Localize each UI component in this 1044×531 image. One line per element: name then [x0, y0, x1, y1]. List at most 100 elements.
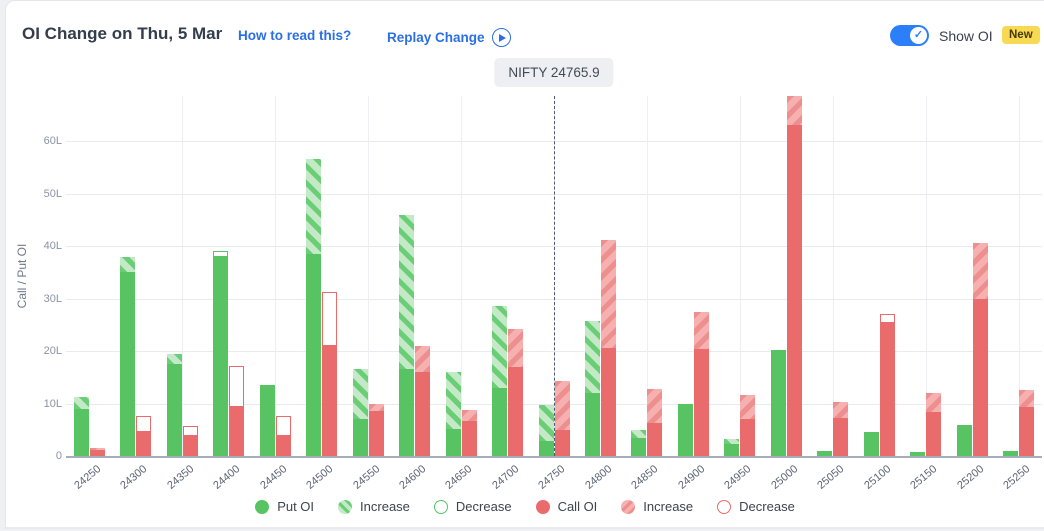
bar-put-oi-24350[interactable]	[166, 364, 182, 456]
bar-put-oi-24900[interactable]	[677, 403, 693, 456]
bar-call-oi-24600[interactable]	[415, 372, 431, 456]
bar-put-oi-25000[interactable]	[770, 349, 786, 456]
bar-call-oi-24900[interactable]	[693, 348, 709, 456]
bar-call-oi-24850[interactable]	[647, 422, 663, 456]
bar-call-decrease-24350[interactable]	[182, 426, 198, 437]
bar-put-increase-24950[interactable]	[724, 439, 740, 445]
bar-put-increase-24600[interactable]	[399, 214, 415, 370]
bar-call-oi-25000[interactable]	[786, 125, 802, 456]
y-tick-40L: 40L	[43, 240, 62, 252]
bar-put-increase-24350[interactable]	[166, 353, 182, 365]
bar-call-decrease-24500[interactable]	[322, 291, 338, 346]
show-oi-toggle[interactable]: ✓	[890, 25, 929, 46]
bar-call-increase-25050[interactable]	[833, 402, 849, 418]
bar-call-oi-24250[interactable]	[89, 450, 105, 456]
gridline-v-24350	[182, 96, 184, 456]
replay-change-label: Replay Change	[387, 30, 485, 45]
bar-put-increase-24850[interactable]	[631, 429, 647, 438]
chart-legend: Put OI Increase Decrease Call OI Increas…	[6, 499, 1044, 514]
bar-call-oi-25250[interactable]	[1019, 407, 1035, 456]
bar-call-increase-24900[interactable]	[693, 312, 709, 349]
bar-put-increase-24250[interactable]	[73, 396, 89, 409]
bar-call-decrease-24300[interactable]	[136, 416, 152, 432]
bar-call-oi-24950[interactable]	[740, 419, 756, 456]
bar-put-oi-24300[interactable]	[120, 272, 136, 456]
bar-call-oi-24700[interactable]	[508, 366, 524, 456]
bar-put-oi-24250[interactable]	[73, 408, 89, 456]
bar-call-decrease-24450[interactable]	[275, 416, 291, 437]
bar-put-oi-24650[interactable]	[445, 428, 461, 456]
bar-call-decrease-25100[interactable]	[879, 314, 895, 323]
bar-put-increase-24500[interactable]	[306, 159, 322, 254]
bar-put-oi-24500[interactable]	[306, 253, 322, 456]
bar-call-increase-25000[interactable]	[786, 96, 802, 126]
bar-call-oi-25200[interactable]	[972, 298, 988, 456]
x-tick-24700: 24700	[490, 463, 522, 492]
bar-put-increase-24750[interactable]	[538, 405, 554, 442]
x-tick-24300: 24300	[118, 463, 150, 492]
bar-put-oi-24750[interactable]	[538, 441, 554, 456]
bar-call-oi-24350[interactable]	[182, 436, 198, 456]
bar-call-oi-24550[interactable]	[368, 411, 384, 456]
bar-call-increase-25250[interactable]	[1019, 390, 1035, 408]
bar-call-increase-24700[interactable]	[508, 328, 524, 367]
bar-put-oi-25050[interactable]	[817, 450, 833, 456]
bar-put-increase-24650[interactable]	[445, 372, 461, 429]
bar-put-oi-24450[interactable]	[259, 385, 275, 456]
bar-call-increase-24550[interactable]	[368, 403, 384, 412]
x-tick-24450: 24450	[257, 463, 289, 492]
bar-call-oi-25100[interactable]	[879, 322, 895, 456]
bar-put-oi-24400[interactable]	[213, 256, 229, 456]
x-tick-25200: 25200	[954, 463, 987, 492]
bar-put-oi-24800[interactable]	[584, 393, 600, 456]
x-tick-25050: 25050	[815, 463, 847, 492]
x-tick-25250: 25250	[1001, 463, 1033, 492]
bar-call-oi-24300[interactable]	[136, 431, 152, 456]
put-decrease-swatch-icon	[433, 499, 448, 514]
bar-call-increase-24850[interactable]	[647, 389, 663, 423]
bar-put-oi-25200[interactable]	[956, 424, 972, 456]
bar-call-oi-25050[interactable]	[833, 417, 849, 456]
bar-put-increase-24700[interactable]	[492, 306, 508, 388]
bar-put-oi-25100[interactable]	[863, 433, 879, 456]
bottom-divider	[6, 527, 1044, 529]
bar-call-oi-24800[interactable]	[600, 347, 616, 456]
bar-call-increase-25200[interactable]	[972, 243, 988, 299]
bar-put-increase-24300[interactable]	[120, 256, 136, 273]
bar-call-increase-24950[interactable]	[740, 394, 756, 420]
bar-call-oi-24650[interactable]	[461, 420, 477, 456]
bar-call-oi-24450[interactable]	[275, 436, 291, 456]
bar-call-oi-24400[interactable]	[229, 407, 245, 456]
bar-call-increase-25150[interactable]	[926, 393, 942, 413]
bar-call-increase-24800[interactable]	[600, 240, 616, 348]
replay-change-button[interactable]: Replay Change	[387, 28, 511, 47]
bar-put-oi-25150[interactable]	[910, 451, 926, 456]
bar-call-decrease-24400[interactable]	[229, 366, 245, 408]
x-tick-24950: 24950	[722, 463, 754, 492]
bar-put-oi-24950[interactable]	[724, 444, 740, 456]
bar-call-increase-24250[interactable]	[89, 448, 105, 451]
bar-put-decrease-25100[interactable]	[863, 431, 879, 434]
bar-call-increase-24650[interactable]	[461, 410, 477, 421]
gridline-v-25150	[925, 96, 927, 456]
bar-put-oi-24850[interactable]	[631, 437, 647, 456]
x-tick-25000: 25000	[768, 463, 801, 492]
bar-put-increase-24800[interactable]	[584, 321, 600, 393]
bar-put-oi-25250[interactable]	[1003, 450, 1019, 456]
bar-call-oi-25150[interactable]	[926, 412, 942, 456]
x-tick-24350: 24350	[164, 463, 196, 492]
bar-call-increase-24750[interactable]	[554, 381, 570, 430]
bar-call-increase-24600[interactable]	[415, 345, 431, 372]
bar-put-oi-24600[interactable]	[399, 369, 415, 456]
gridline-v-24950	[739, 96, 741, 456]
bar-call-oi-24500[interactable]	[322, 345, 338, 456]
bar-put-decrease-24400[interactable]	[213, 251, 229, 257]
how-to-read-link[interactable]: How to read this?	[238, 28, 352, 43]
bar-put-increase-24550[interactable]	[352, 369, 368, 420]
x-axis-line	[66, 456, 1042, 458]
bar-call-oi-24750[interactable]	[554, 429, 570, 456]
y-tick-0: 0	[55, 450, 62, 462]
x-tick-24250: 24250	[71, 463, 103, 492]
bar-put-oi-24550[interactable]	[352, 419, 368, 456]
bar-put-oi-24700[interactable]	[492, 387, 508, 456]
